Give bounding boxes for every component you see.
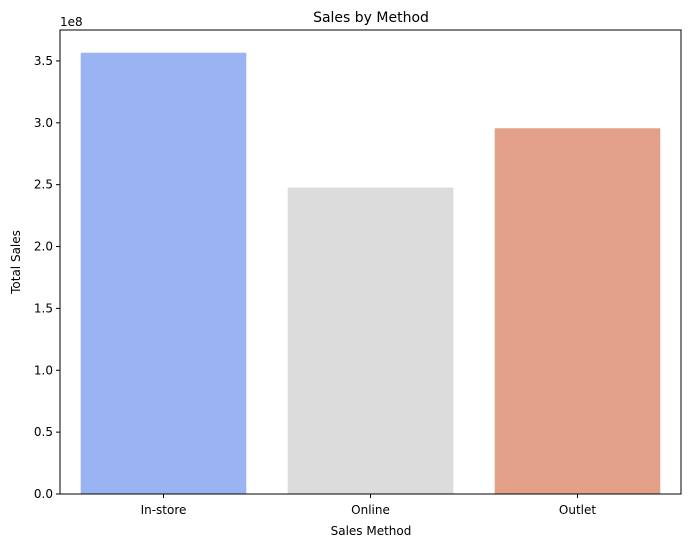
y-tick-label: 1.0 [34, 363, 53, 377]
bar-online [287, 187, 454, 494]
y-axis-label: Total Sales [9, 230, 23, 295]
x-tick-label: Outlet [559, 503, 596, 517]
y-axis-offset-label: 1e8 [60, 15, 83, 29]
y-tick-label: 2.5 [34, 178, 53, 192]
bar-in-store [80, 52, 247, 494]
y-axis-ticks: 0.0 0.5 1.0 1.5 2.0 2.5 3.0 3.5 [34, 54, 60, 501]
bar-outlet [494, 128, 661, 495]
y-tick-label: 0.5 [34, 425, 53, 439]
bars-group [80, 52, 661, 495]
plot-frame [59, 29, 682, 495]
y-tick-label: 3.5 [34, 54, 53, 68]
y-tick-label: 3.0 [34, 116, 53, 130]
x-axis-label: Sales Method [331, 524, 412, 538]
y-tick-label: 0.0 [34, 487, 53, 501]
x-axis-ticks: In-store Online Outlet [141, 494, 596, 517]
x-tick-label: In-store [141, 503, 187, 517]
y-tick-label: 2.0 [34, 240, 53, 254]
chart-title: Sales by Method [313, 10, 429, 26]
y-tick-label: 1.5 [34, 301, 53, 315]
x-tick-label: Online [351, 503, 390, 517]
